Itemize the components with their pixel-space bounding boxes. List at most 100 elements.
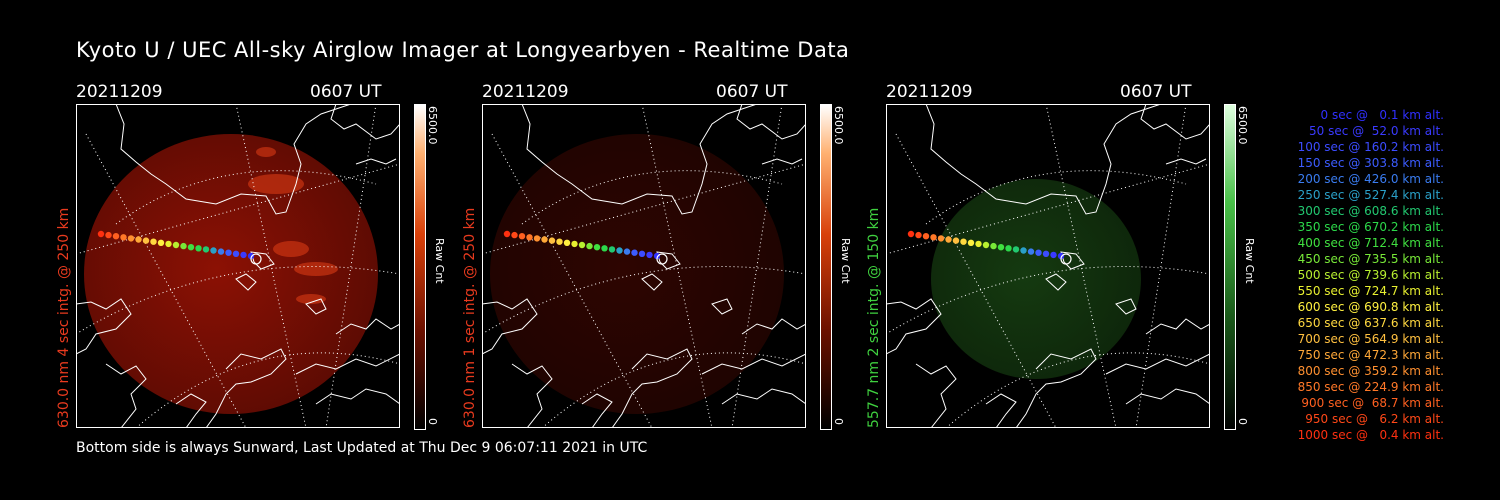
trajectory-point — [638, 250, 646, 257]
trajectory-point — [601, 245, 608, 252]
coastline — [76, 104, 400, 428]
colorbar — [820, 104, 832, 430]
trajectory-point — [1035, 249, 1042, 256]
legend-row: 1000 sec @ 0.4 km alt. — [1297, 428, 1444, 442]
panel-wavelength-label: 557.7 nm 2 sec intg. @ 150 km — [866, 207, 882, 428]
trajectory-point — [120, 234, 127, 241]
legend-row: 400 sec @ 712.4 km alt. — [1297, 236, 1444, 250]
airglow-panel-1: 20211209 0607 UT 630.0 nm 4 sec intg. @ … — [56, 78, 476, 438]
panel-date: 20211209 — [76, 82, 163, 102]
airglow-panel-2: 20211209 0607 UT 630.0 nm 1 sec intg. @ … — [462, 78, 882, 438]
legend-row: 800 sec @ 359.2 km alt. — [1297, 364, 1444, 378]
trajectory-point — [142, 237, 150, 244]
trajectory-point — [586, 242, 593, 250]
trajectory-point — [217, 248, 225, 255]
legend-row: 0 sec @ 0.1 km alt. — [1312, 108, 1444, 122]
airglow-panel-3: 20211209 0607 UT 557.7 nm 2 sec intg. @ … — [866, 78, 1286, 438]
trajectory-point — [616, 247, 623, 254]
trajectory-point — [915, 231, 922, 239]
colorbar-min-label: 0 — [426, 418, 439, 425]
page-title: Kyoto U / UEC All-sky Airglow Imager at … — [76, 38, 850, 62]
footer-note: Bottom side is always Sunward, Last Upda… — [76, 440, 648, 456]
trajectory-point — [112, 233, 120, 240]
colorbar-unit-label: Raw Cnt — [1243, 238, 1256, 284]
trajectory — [503, 230, 661, 260]
legend-row: 450 sec @ 735.5 km alt. — [1297, 252, 1444, 266]
legend-row: 200 sec @ 426.0 km alt. — [1297, 172, 1444, 186]
trajectory-point — [937, 235, 945, 242]
trajectory-point — [556, 238, 563, 245]
airglow-map — [482, 104, 806, 428]
legend-row: 600 sec @ 690.8 km alt. — [1297, 300, 1444, 314]
trajectory-point — [187, 244, 195, 251]
legend-row: 550 sec @ 724.7 km alt. — [1297, 284, 1444, 298]
trajectory-point — [982, 241, 990, 249]
trajectory-point — [1050, 251, 1057, 259]
trajectory-point — [930, 234, 937, 241]
legend-row: 750 sec @ 472.3 km alt. — [1297, 348, 1444, 362]
trajectory — [907, 230, 1065, 260]
trajectory-point — [1027, 248, 1035, 255]
airglow-image — [490, 134, 784, 414]
trajectory-point — [1020, 247, 1027, 254]
trajectory-point — [135, 236, 142, 243]
trajectory-point — [157, 239, 165, 246]
station-marker — [250, 253, 262, 265]
aurora-patch — [296, 294, 326, 304]
panel-time: 0607 UT — [716, 82, 788, 102]
trajectory-point — [503, 230, 511, 238]
trajectory-point — [165, 240, 172, 248]
trajectory-point — [541, 236, 548, 243]
trajectory-legend: 0 sec @ 0.1 km alt. 50 sec @ 52.0 km alt… — [1262, 108, 1444, 444]
trajectory-point — [533, 235, 541, 242]
colorbar — [1224, 104, 1236, 430]
trajectory-point — [97, 230, 105, 238]
airglow-image — [931, 179, 1141, 379]
trajectory-point — [631, 249, 638, 256]
trajectory-point — [1005, 245, 1012, 252]
aurora-patch — [248, 174, 304, 194]
trajectory-point — [997, 244, 1005, 251]
trajectory — [97, 230, 255, 260]
panel-time: 0607 UT — [1120, 82, 1192, 102]
trajectory-point — [225, 249, 232, 256]
trajectory-point — [210, 247, 217, 254]
colorbar-max-label: 6500.0 — [426, 106, 439, 145]
trajectory-point — [952, 237, 960, 244]
panel-wavelength-label: 630.0 nm 1 sec intg. @ 250 km — [462, 207, 478, 428]
panel-time: 0607 UT — [310, 82, 382, 102]
panel-date: 20211209 — [482, 82, 569, 102]
trajectory-point — [172, 241, 180, 249]
trajectory-point — [195, 245, 202, 252]
trajectory-point — [593, 244, 601, 251]
trajectory-point — [526, 234, 533, 241]
trajectory-point — [563, 239, 571, 246]
legend-row: 250 sec @ 527.4 km alt. — [1297, 188, 1444, 202]
legend-row: 950 sec @ 6.2 km alt. — [1305, 412, 1444, 426]
colorbar-unit-label: Raw Cnt — [839, 238, 852, 284]
trajectory-point — [571, 240, 578, 248]
aurora-patch — [256, 147, 276, 157]
trajectory-point — [653, 252, 661, 260]
colorbar — [414, 104, 426, 430]
trajectory-point — [240, 251, 247, 259]
legend-row: 850 sec @ 224.9 km alt. — [1297, 380, 1444, 394]
airglow-map — [886, 104, 1210, 428]
station-marker — [1060, 253, 1072, 265]
trajectory-point — [518, 233, 526, 240]
aurora-patch — [273, 241, 309, 257]
panel-wavelength-label: 630.0 nm 4 sec intg. @ 250 km — [56, 207, 72, 428]
coastline — [482, 104, 806, 428]
legend-row: 100 sec @ 160.2 km alt. — [1297, 140, 1444, 154]
trajectory-point — [105, 231, 112, 239]
trajectory-point — [150, 238, 157, 245]
trajectory-point — [646, 251, 653, 259]
trajectory-point — [1012, 246, 1020, 253]
legend-row: 500 sec @ 739.6 km alt. — [1297, 268, 1444, 282]
trajectory-point — [180, 242, 187, 250]
trajectory-point — [247, 252, 255, 260]
legend-row: 700 sec @ 564.9 km alt. — [1297, 332, 1444, 346]
trajectory-point — [623, 248, 631, 255]
airglow-map — [76, 104, 400, 428]
colorbar-unit-label: Raw Cnt — [433, 238, 446, 284]
